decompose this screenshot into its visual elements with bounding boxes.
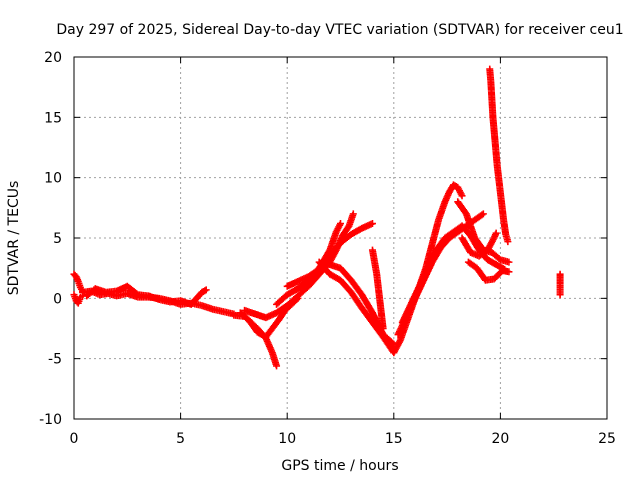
y-tick-label: 0	[53, 291, 62, 307]
data-points	[70, 65, 564, 370]
data-point	[479, 210, 487, 218]
x-tick-label: 0	[70, 431, 79, 447]
y-tick-label: -10	[39, 412, 62, 428]
data-point	[379, 325, 387, 332]
data-point	[201, 287, 209, 295]
data-point	[202, 286, 210, 294]
x-tick-label: 25	[598, 431, 616, 447]
x-tick-label: 10	[278, 431, 296, 447]
x-tick-label: 5	[176, 431, 185, 447]
y-tick-label: 5	[53, 231, 62, 247]
data-point	[504, 238, 512, 246]
data-point	[478, 211, 486, 219]
y-axis-label: SDTVAR / TECUs	[6, 181, 22, 296]
x-tick-label: 20	[491, 431, 509, 447]
series-arc-5	[230, 311, 281, 370]
y-tick-label: 15	[44, 110, 62, 126]
data-point	[337, 220, 344, 228]
series-arc-19	[486, 65, 512, 246]
series-arc-18	[458, 229, 500, 260]
y-tick-label: 10	[44, 171, 62, 187]
data-point	[458, 192, 466, 200]
series-arc-2	[70, 291, 87, 307]
data-point	[492, 229, 500, 237]
series-arc-9	[283, 220, 376, 290]
x-tick-label: 15	[385, 431, 403, 447]
y-tick-label: -5	[48, 352, 62, 368]
series-arc-17	[464, 258, 513, 284]
data-point	[505, 258, 513, 266]
axis-ticks: 0 5 10 15 20 25 -10 -5 0 5 10 15 20	[39, 50, 616, 447]
series-arc-15	[398, 222, 509, 326]
data-point	[349, 210, 357, 218]
data-point	[505, 268, 513, 276]
x-axis-label: GPS time / hours	[281, 458, 398, 474]
series-arc-10	[315, 258, 398, 357]
series-arc-12	[368, 246, 387, 332]
series-arc-11	[326, 261, 398, 348]
series-arc-4	[83, 282, 210, 308]
data-point	[388, 339, 396, 347]
data-point	[368, 220, 376, 228]
series-arc-20	[556, 270, 564, 299]
data-point	[273, 362, 281, 370]
data-point	[556, 291, 564, 299]
chart-title: Day 297 of 2025, Sidereal Day-to-day VTE…	[56, 22, 623, 38]
y-tick-label: 20	[44, 50, 62, 66]
